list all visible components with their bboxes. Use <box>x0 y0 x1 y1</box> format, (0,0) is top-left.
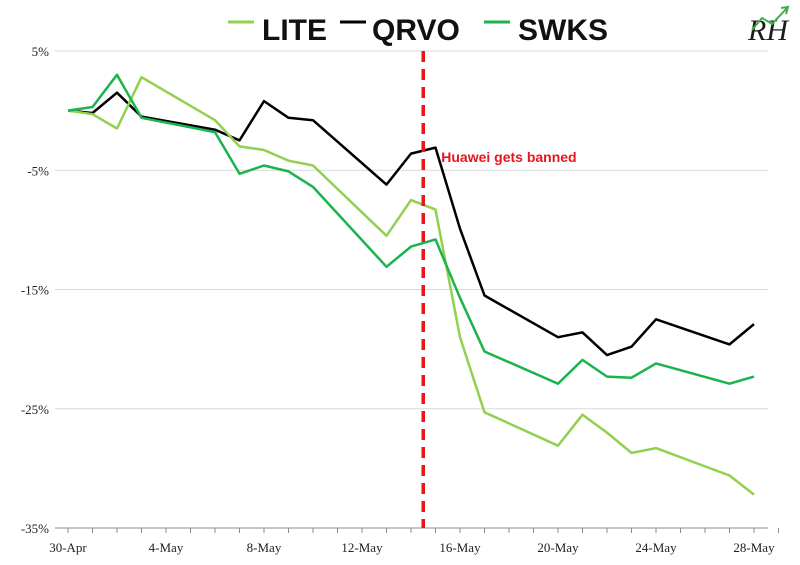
x-tick-label: 4-May <box>149 540 184 555</box>
annotation-label: Huawei gets banned <box>441 149 576 165</box>
y-axis-ticks: 5% -5% -15% -25% -35% <box>21 44 49 536</box>
annotations: Huawei gets banned <box>421 51 577 528</box>
legend: LITE QRVO SWKS <box>228 14 608 47</box>
logo: RH <box>747 5 790 47</box>
legend-label-swks: SWKS <box>518 14 608 47</box>
y-tick-label: -5% <box>27 163 49 178</box>
y-tick-label: -15% <box>21 283 49 298</box>
x-tick-label: 12-May <box>341 540 383 555</box>
x-tick-label: 8-May <box>247 540 282 555</box>
x-tick-label: 24-May <box>635 540 677 555</box>
legend-label-lite: LITE <box>262 14 327 47</box>
y-tick-label: 5% <box>32 44 50 59</box>
x-tick-label: 28-May <box>733 540 775 555</box>
series-line-lite <box>67 75 755 496</box>
y-tick-label: -35% <box>21 521 49 536</box>
legend-label-qrvo: QRVO <box>372 14 460 47</box>
series-line-qrvo <box>67 91 755 357</box>
x-tick-label: 30-Apr <box>49 540 87 555</box>
series-line-swks <box>67 73 755 385</box>
logo-arrow-icon <box>751 7 788 31</box>
y-tick-label: -25% <box>21 402 49 417</box>
x-axis: 30-Apr 4-May 8-May 12-May 16-May 20-May 24-May… <box>49 527 779 555</box>
series-lines <box>67 73 755 496</box>
x-tick-label: 20-May <box>537 540 579 555</box>
logo-text: RH <box>747 14 790 47</box>
x-tick-label: 16-May <box>439 540 481 555</box>
logo-arrowhead-icon <box>780 5 790 15</box>
